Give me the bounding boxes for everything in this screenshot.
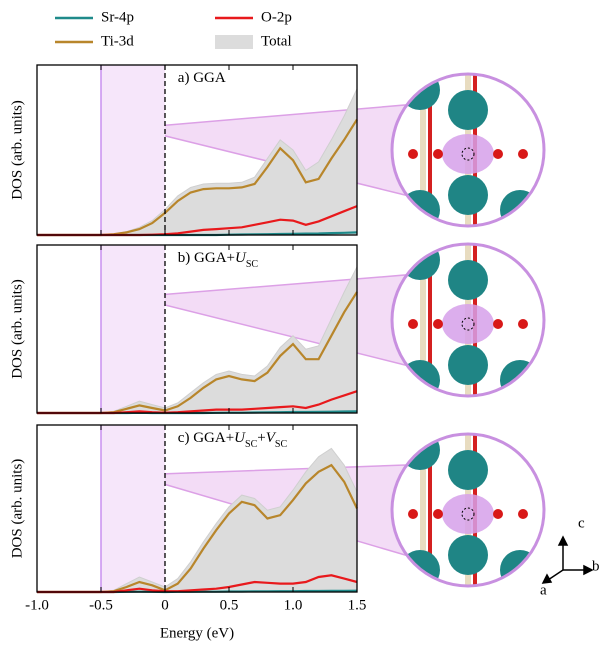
- plot-frame: [36, 64, 358, 236]
- bond: [420, 74, 426, 226]
- highlight-band: [101, 245, 165, 413]
- panel: DOS (arb. units) a) GGA: [9, 64, 358, 237]
- panel-label-part: a) GGA: [178, 70, 226, 86]
- sr-atom: [448, 345, 488, 385]
- sr-atom: [448, 90, 488, 130]
- panel-label-part: SC: [245, 439, 258, 450]
- y-axis-label: DOS (arb. units): [9, 279, 25, 379]
- inset-border: [390, 432, 546, 588]
- bond: [428, 74, 432, 226]
- x-tick-label: 0: [161, 597, 169, 613]
- o-atom: [493, 509, 503, 519]
- x-tick-label: 1.0: [284, 597, 303, 613]
- o-atom: [518, 319, 528, 329]
- plot-frame: [36, 244, 358, 414]
- panel-label-part: V: [266, 430, 277, 446]
- o-atom: [493, 319, 503, 329]
- sr-atom: [448, 260, 488, 300]
- o-atom: [518, 149, 528, 159]
- panel: -1.0 -0.5 0 0.5 1.0 1.5 Energy (eV) DOS (arb. u…: [9, 424, 367, 641]
- o-atom: [433, 319, 443, 329]
- x-tick-label: -1.0: [25, 597, 49, 613]
- legend-label: Sr-4p: [101, 9, 134, 25]
- panel: DOS (arb. units) b) GGA+USC: [9, 244, 358, 415]
- y-axis-label: DOS (arb. units): [9, 100, 25, 200]
- o-atom: [518, 509, 528, 519]
- panel-label: b) GGA+USC: [178, 250, 259, 269]
- bond: [420, 434, 426, 586]
- o-atom: [408, 319, 418, 329]
- orbital: [442, 134, 494, 174]
- legend-label: Ti-3d: [101, 33, 134, 49]
- x-tick-label: 0.5: [220, 597, 239, 613]
- panel-label: c) GGA+USC+VSC: [178, 430, 288, 449]
- inset-border: [390, 242, 546, 398]
- ti-site: [461, 507, 475, 521]
- ti-site: [461, 147, 475, 161]
- axis-c-label: c: [578, 515, 585, 531]
- x-tick-label: -0.5: [89, 597, 113, 613]
- panel-label: a) GGA: [178, 70, 226, 86]
- bond: [428, 244, 432, 396]
- o-atom: [433, 509, 443, 519]
- highlight-band: [101, 65, 165, 235]
- panel-label-part: +: [257, 430, 265, 446]
- o-atom: [493, 149, 503, 159]
- sr-atom: [500, 360, 540, 396]
- axis-b-label: b: [592, 558, 600, 574]
- sr-atom: [448, 535, 488, 575]
- panel-label-part: SC: [246, 259, 259, 270]
- zoom-wedge: [132, 274, 406, 366]
- panel-label-part: U: [235, 250, 247, 266]
- panel-label-part: c) GGA+: [178, 430, 234, 446]
- y-axis-label: DOS (arb. units): [9, 459, 25, 559]
- o-atom: [408, 509, 418, 519]
- crystal-axes: [541, 535, 594, 584]
- o-atom: [433, 149, 443, 159]
- panel-label-part: b) GGA+: [178, 250, 235, 266]
- inset-border: [390, 72, 546, 228]
- axis-a-label: a: [540, 582, 547, 598]
- bond: [420, 244, 426, 396]
- orbital: [442, 304, 494, 344]
- legend-label: O-2p: [261, 9, 292, 25]
- sr-atom: [448, 175, 488, 215]
- plot-frame: [36, 424, 358, 593]
- o-atom: [408, 149, 418, 159]
- total-area: [37, 447, 358, 593]
- x-tick-label: 1.5: [348, 597, 367, 613]
- panel-label-part: SC: [275, 439, 288, 450]
- panel-label-part: U: [234, 430, 246, 446]
- x-axis-label: Energy (eV): [160, 625, 234, 641]
- orbital: [442, 494, 494, 534]
- legend-swatch: [215, 35, 253, 49]
- sr-atom: [500, 190, 540, 226]
- legend-label: Total: [261, 33, 292, 49]
- bond: [428, 434, 432, 586]
- highlight-band: [101, 425, 165, 592]
- sr-atom: [500, 550, 540, 586]
- sr-atom: [448, 450, 488, 490]
- ti-site: [461, 317, 475, 331]
